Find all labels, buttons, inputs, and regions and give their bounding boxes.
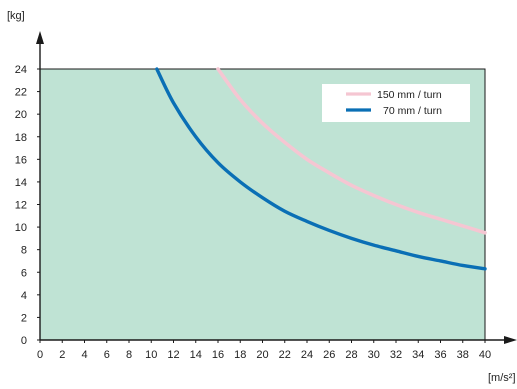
- y-tick-label: 12: [15, 200, 27, 212]
- y-axis-arrow: [36, 31, 44, 44]
- x-tick-label: 8: [126, 349, 132, 361]
- x-tick-label: 34: [412, 349, 424, 361]
- y-tick-label: 4: [21, 290, 27, 302]
- series-lines: [155, 67, 487, 271]
- legend: 150 mm / turn 70 mm / turn: [322, 84, 470, 122]
- legend-box: [322, 84, 470, 122]
- x-tick-label: 28: [345, 349, 357, 361]
- y-tick-label: 18: [15, 132, 27, 144]
- y-unit-label: [kg]: [7, 10, 25, 22]
- axes: [36, 31, 517, 344]
- x-tick-label: 24: [301, 349, 313, 361]
- x-tick-label: 20: [256, 349, 268, 361]
- series-line-1: [216, 67, 487, 235]
- legend-label: 150 mm / turn: [377, 89, 442, 101]
- y-tick-label: 24: [15, 64, 27, 76]
- y-tick-label: 8: [21, 245, 27, 257]
- x-tick-label: 38: [457, 349, 469, 361]
- x-unit-label: [m/s²]: [488, 372, 516, 384]
- x-tick-label: 32: [390, 349, 402, 361]
- x-tick-label: 4: [81, 349, 87, 361]
- y-tick-label: 10: [15, 222, 27, 234]
- y-tick-label: 6: [21, 267, 27, 279]
- x-tick-label: 2: [59, 349, 65, 361]
- y-tick-label: 20: [15, 109, 27, 121]
- y-tick-label: 14: [15, 177, 27, 189]
- x-tick-label: 40: [479, 349, 491, 361]
- x-tick-label: 26: [323, 349, 335, 361]
- x-tick-label: 36: [434, 349, 446, 361]
- x-tick-label: 6: [104, 349, 110, 361]
- legend-label: 70 mm / turn: [383, 105, 442, 117]
- x-tick-label: 12: [167, 349, 179, 361]
- x-tick-label: 30: [368, 349, 380, 361]
- x-tick-label: 18: [234, 349, 246, 361]
- x-tick-label: 14: [190, 349, 202, 361]
- x-axis-arrow: [504, 336, 517, 344]
- x-tick-label: 0: [37, 349, 43, 361]
- y-tick-label: 16: [15, 154, 27, 166]
- series-line-2: [155, 67, 487, 271]
- y-tick-label: 22: [15, 87, 27, 99]
- x-tick-label: 22: [279, 349, 291, 361]
- x-tick-label: 10: [145, 349, 157, 361]
- x-tick-group: 0 2 4 6 8 10 12 14 16 18 20 22 24 26 28 30 32 34 36 38 40: [37, 340, 491, 361]
- y-tick-label: 2: [21, 312, 27, 324]
- x-tick-label: 16: [212, 349, 224, 361]
- y-tick-label: 0: [21, 335, 27, 347]
